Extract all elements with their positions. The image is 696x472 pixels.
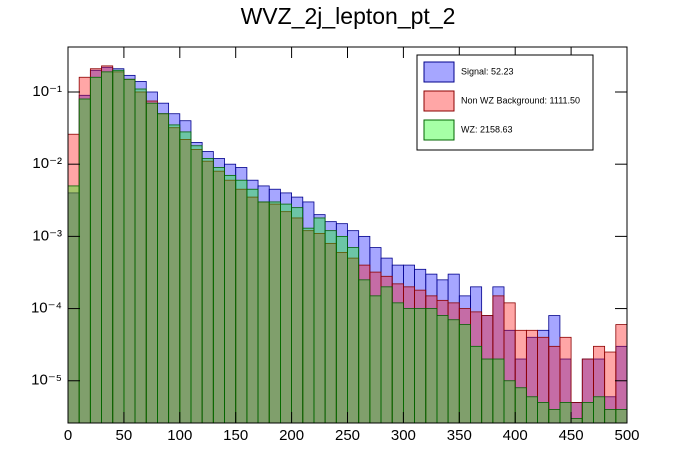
histogram-bar	[134, 88, 147, 424]
legend-box	[416, 54, 594, 151]
y-tick-label: 10⁻¹	[32, 83, 62, 100]
histogram-bar	[436, 315, 449, 424]
x-tick-label: 500	[614, 427, 639, 444]
histogram-bar	[67, 185, 80, 424]
histogram-bar	[335, 235, 348, 424]
histogram-bar	[145, 102, 158, 424]
histogram-bar	[593, 396, 606, 424]
plot-area	[67, 65, 628, 424]
histogram-bar	[447, 319, 460, 424]
legend-swatch	[423, 90, 455, 112]
histogram-bar	[89, 76, 102, 424]
histogram-bar	[458, 324, 471, 424]
histogram-bar	[380, 286, 393, 424]
histogram-bar	[391, 302, 404, 424]
x-tick-label: 0	[64, 427, 72, 444]
histogram-bar	[481, 358, 494, 424]
histogram-bar	[369, 295, 382, 424]
histogram-bar	[157, 113, 170, 424]
histogram-bar	[246, 188, 259, 424]
legend-label: Signal: 52.23	[461, 66, 514, 76]
histogram-bar	[414, 308, 427, 424]
legend-label: WZ: 2158.63	[461, 124, 513, 134]
histogram-bar	[235, 179, 248, 424]
y-tick-label: 10⁻²	[32, 155, 62, 172]
histogram-bar	[280, 203, 293, 424]
histogram-bar	[402, 308, 415, 424]
histogram-bar	[525, 396, 538, 424]
x-tick-label: 150	[223, 427, 248, 444]
x-tick-label: 300	[391, 427, 416, 444]
histogram-bar	[201, 158, 214, 424]
x-tick-label: 350	[447, 427, 472, 444]
x-tick-label: 400	[503, 427, 528, 444]
histogram-bar	[570, 418, 583, 424]
histogram-bar	[425, 308, 438, 424]
x-tick-label: 100	[167, 427, 192, 444]
y-tick-label: 10⁻⁴	[31, 300, 62, 317]
histogram-bar	[492, 358, 505, 424]
histogram-bar	[78, 98, 91, 424]
histogram-bar	[101, 71, 114, 424]
histogram-bar	[212, 167, 225, 424]
histogram-bar	[604, 409, 617, 424]
histogram-bar	[358, 279, 371, 424]
x-tick-label: 450	[559, 427, 584, 444]
histogram-bar	[615, 324, 628, 424]
y-tick-label: 10⁻⁵	[31, 372, 62, 389]
histogram-bar	[313, 217, 326, 424]
legend-swatch	[423, 119, 455, 141]
x-tick-label: 50	[116, 427, 133, 444]
x-tick-label: 250	[335, 427, 360, 444]
histogram-bar	[503, 380, 516, 424]
histogram-bar	[514, 387, 527, 424]
histogram-bar	[257, 201, 270, 424]
histogram-bar	[190, 145, 203, 424]
histogram-bar	[291, 207, 304, 424]
histogram-bar	[559, 402, 572, 424]
histogram-bar	[168, 124, 181, 424]
y-tick-label: 10⁻³	[32, 227, 62, 244]
histogram-bar	[537, 402, 550, 424]
histogram-bar	[347, 247, 360, 424]
legend-swatch	[423, 61, 455, 83]
histogram-bar	[302, 227, 315, 424]
chart-title: WVZ_2j_lepton_pt_2	[241, 3, 456, 29]
histogram-bar	[123, 78, 136, 424]
x-tick-label: 200	[279, 427, 304, 444]
histogram-bar	[548, 409, 561, 424]
histogram-bar	[470, 345, 483, 424]
histogram-bar	[615, 409, 628, 424]
histogram-bar	[324, 230, 337, 424]
histogram-bar	[224, 174, 237, 424]
legend-label: Non WZ Background: 1111.50	[461, 95, 580, 105]
histogram-bar	[112, 69, 125, 424]
histogram-bar	[581, 402, 594, 424]
histogram-bar	[268, 201, 281, 424]
histogram-bar	[179, 131, 192, 424]
